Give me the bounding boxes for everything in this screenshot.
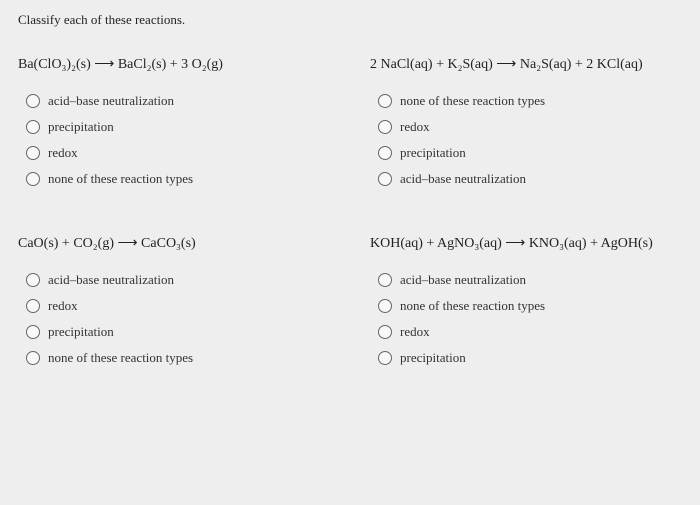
radio-icon[interactable] <box>26 172 40 186</box>
option-4-0[interactable]: acid–base neutralization <box>378 272 682 288</box>
option-3-0[interactable]: acid–base neutralization <box>26 272 330 288</box>
question-1: Ba(ClO₃)₂(s) ⟶ BaCl₂(s) + 3 O₂(g) acid–b… <box>18 56 330 187</box>
radio-icon[interactable] <box>378 120 392 134</box>
instruction-text: Classify each of these reactions. <box>18 12 682 28</box>
option-label: none of these reaction types <box>48 171 193 187</box>
options-4: acid–base neutralization none of these r… <box>370 272 682 366</box>
radio-icon[interactable] <box>378 351 392 365</box>
option-1-3[interactable]: none of these reaction types <box>26 171 330 187</box>
question-4: KOH(aq) + AgNO₃(aq) ⟶ KNO₃(aq) + AgOH(s)… <box>370 235 682 366</box>
option-1-2[interactable]: redox <box>26 145 330 161</box>
option-label: redox <box>400 324 430 340</box>
option-label: acid–base neutralization <box>48 93 174 109</box>
option-3-1[interactable]: redox <box>26 298 330 314</box>
option-2-3[interactable]: acid–base neutralization <box>378 171 682 187</box>
option-label: redox <box>400 119 430 135</box>
option-label: none of these reaction types <box>400 298 545 314</box>
option-label: redox <box>48 298 78 314</box>
option-4-2[interactable]: redox <box>378 324 682 340</box>
option-1-1[interactable]: precipitation <box>26 119 330 135</box>
option-2-0[interactable]: none of these reaction types <box>378 93 682 109</box>
equation-4: KOH(aq) + AgNO₃(aq) ⟶ KNO₃(aq) + AgOH(s) <box>370 235 682 252</box>
radio-icon[interactable] <box>378 325 392 339</box>
equation-2: 2 NaCl(aq) + K₂S(aq) ⟶ Na₂S(aq) + 2 KCl(… <box>370 56 682 73</box>
radio-icon[interactable] <box>26 273 40 287</box>
options-1: acid–base neutralization precipitation r… <box>18 93 330 187</box>
option-label: acid–base neutralization <box>48 272 174 288</box>
option-3-3[interactable]: none of these reaction types <box>26 350 330 366</box>
option-label: precipitation <box>400 350 466 366</box>
option-2-1[interactable]: redox <box>378 119 682 135</box>
options-2: none of these reaction types redox preci… <box>370 93 682 187</box>
option-label: precipitation <box>48 324 114 340</box>
option-label: acid–base neutralization <box>400 272 526 288</box>
radio-icon[interactable] <box>378 94 392 108</box>
equation-1: Ba(ClO₃)₂(s) ⟶ BaCl₂(s) + 3 O₂(g) <box>18 56 330 73</box>
option-4-3[interactable]: precipitation <box>378 350 682 366</box>
options-3: acid–base neutralization redox precipita… <box>18 272 330 366</box>
radio-icon[interactable] <box>26 94 40 108</box>
questions-container: Ba(ClO₃)₂(s) ⟶ BaCl₂(s) + 3 O₂(g) acid–b… <box>18 56 682 366</box>
option-label: redox <box>48 145 78 161</box>
radio-icon[interactable] <box>26 299 40 313</box>
radio-icon[interactable] <box>378 172 392 186</box>
radio-icon[interactable] <box>26 351 40 365</box>
question-3: CaO(s) + CO₂(g) ⟶ CaCO₃(s) acid–base neu… <box>18 235 330 366</box>
option-label: precipitation <box>400 145 466 161</box>
equation-3: CaO(s) + CO₂(g) ⟶ CaCO₃(s) <box>18 235 330 252</box>
option-label: none of these reaction types <box>400 93 545 109</box>
option-1-0[interactable]: acid–base neutralization <box>26 93 330 109</box>
radio-icon[interactable] <box>378 273 392 287</box>
option-label: acid–base neutralization <box>400 171 526 187</box>
radio-icon[interactable] <box>378 299 392 313</box>
option-label: precipitation <box>48 119 114 135</box>
radio-icon[interactable] <box>378 146 392 160</box>
option-4-1[interactable]: none of these reaction types <box>378 298 682 314</box>
option-3-2[interactable]: precipitation <box>26 324 330 340</box>
radio-icon[interactable] <box>26 120 40 134</box>
radio-icon[interactable] <box>26 146 40 160</box>
question-2: 2 NaCl(aq) + K₂S(aq) ⟶ Na₂S(aq) + 2 KCl(… <box>370 56 682 187</box>
radio-icon[interactable] <box>26 325 40 339</box>
option-2-2[interactable]: precipitation <box>378 145 682 161</box>
option-label: none of these reaction types <box>48 350 193 366</box>
